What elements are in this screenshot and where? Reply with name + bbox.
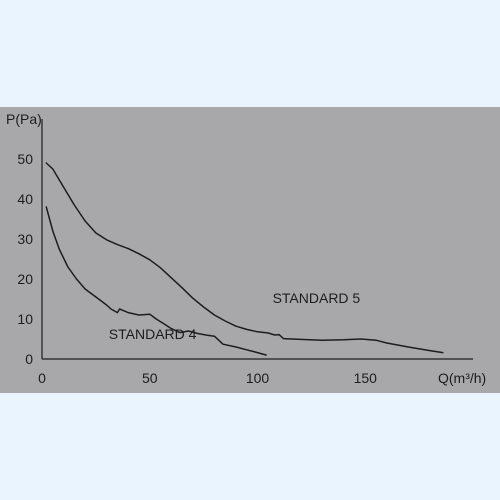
x-axis-label: Q(m³/h) (438, 370, 486, 386)
y-tick-label: 30 (17, 231, 33, 247)
y-tick-label: 20 (17, 271, 33, 287)
series-annotation: STANDARD 4 (109, 326, 197, 342)
series-layer (45, 162, 444, 356)
series-line-standard-4 (45, 206, 267, 356)
axes (41, 119, 473, 360)
x-tick-label: 150 (354, 370, 378, 386)
y-axis-ticks: 0 10 20 30 40 50 (17, 151, 33, 367)
y-tick-label: 40 (17, 191, 33, 207)
chart-panel: P(Pa) Q(m³/h) 0 10 20 30 40 50 0 50 100 150 STAN… (0, 107, 500, 393)
pressure-flow-chart: P(Pa) Q(m³/h) 0 10 20 30 40 50 0 50 100 150 STAN… (6, 111, 486, 386)
y-axis-label: P(Pa) (6, 111, 42, 127)
y-tick-label: 50 (17, 151, 33, 167)
x-axis-ticks: 0 50 100 150 (38, 370, 377, 386)
y-tick-label: 10 (17, 311, 33, 327)
x-tick-label: 100 (246, 370, 270, 386)
annotation-layer: STANDARD 5 STANDARD 4 (109, 290, 361, 342)
x-tick-label: 0 (38, 370, 46, 386)
series-annotation: STANDARD 5 (273, 290, 361, 306)
y-tick-label: 0 (25, 351, 33, 367)
x-tick-label: 50 (142, 370, 158, 386)
series-line-standard-5 (45, 162, 444, 354)
